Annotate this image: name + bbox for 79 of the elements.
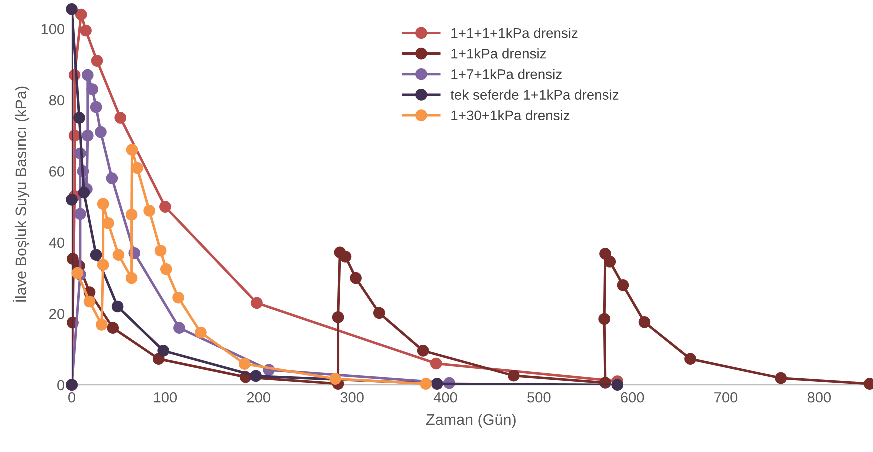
point: [251, 297, 263, 310]
y-tick-label: 100: [42, 24, 65, 34]
point: [332, 312, 344, 324]
point: [638, 316, 651, 328]
x-tick-label: 400: [434, 392, 458, 403]
point: [195, 326, 207, 339]
point: [174, 322, 186, 334]
y-tick-label: 0: [58, 380, 65, 391]
point: [97, 198, 110, 210]
point: [431, 378, 444, 390]
point: [132, 162, 144, 174]
point: [107, 322, 120, 334]
point: [80, 24, 92, 37]
x-tick-label: 200: [247, 392, 270, 403]
point: [112, 300, 124, 313]
point: [238, 358, 251, 370]
point: [74, 112, 86, 124]
point: [350, 272, 362, 284]
point: [330, 373, 342, 385]
legend-label: 1+1kPa drensiz: [452, 48, 546, 59]
point: [160, 263, 172, 276]
point: [72, 267, 84, 280]
x-tick-label: 800: [808, 392, 832, 403]
y-tick-label: 40: [49, 238, 65, 248]
point: [172, 292, 184, 304]
x-tick-label: 500: [528, 392, 551, 403]
point: [126, 144, 138, 156]
point: [82, 69, 94, 82]
point: [90, 249, 102, 262]
x-tick-label: 700: [714, 392, 738, 403]
point: [106, 172, 118, 184]
point: [96, 319, 108, 331]
point: [75, 8, 88, 21]
y-tick-label: 80: [49, 95, 65, 106]
point: [775, 372, 788, 384]
point: [612, 379, 624, 392]
point: [154, 244, 167, 257]
x-axis-title: Zaman (Gün): [426, 414, 516, 428]
legend-label: 1+7+1kPa drensiz: [452, 69, 562, 80]
point: [160, 201, 172, 213]
point: [144, 205, 156, 217]
legend-label: 1+1+1+1kPa drensiz: [452, 28, 578, 38]
point: [95, 126, 107, 138]
point: [604, 256, 616, 268]
y-tick-label: 60: [50, 166, 65, 177]
point: [114, 112, 127, 124]
point: [86, 84, 98, 96]
point: [430, 358, 442, 370]
point: [66, 4, 78, 16]
point: [684, 353, 696, 366]
point: [84, 296, 96, 308]
point: [373, 307, 386, 320]
point: [598, 313, 610, 326]
point: [78, 186, 90, 199]
point: [158, 345, 170, 357]
legend-label: tek seferde 1+1kPa drensiz: [450, 90, 619, 100]
point: [508, 370, 520, 382]
legend-label: 1+30+1kPa drensiz: [452, 110, 570, 121]
point: [82, 130, 94, 142]
point: [126, 272, 138, 284]
y-tick-label: 20: [50, 308, 65, 320]
y-axis-title: İlave Boşluk Suyu Basıncı (kPa): [13, 86, 30, 302]
point: [74, 208, 86, 220]
x-tick-label: 100: [154, 392, 178, 403]
point: [126, 208, 138, 221]
point: [250, 370, 262, 382]
x-tick-label: 600: [621, 392, 644, 403]
point: [420, 378, 432, 390]
point: [66, 194, 78, 206]
point: [417, 345, 430, 357]
point: [90, 101, 102, 114]
point: [153, 353, 165, 366]
point: [617, 279, 630, 292]
point: [112, 249, 125, 262]
x-tick-label: 0: [68, 392, 76, 403]
point: [91, 55, 104, 67]
point: [97, 259, 110, 271]
x-tick-label: 300: [340, 392, 364, 403]
point: [340, 251, 352, 263]
